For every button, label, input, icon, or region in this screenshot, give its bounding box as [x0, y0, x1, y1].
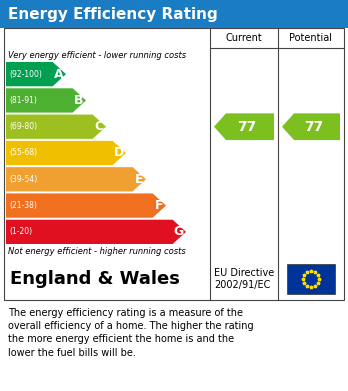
- Text: Potential: Potential: [290, 33, 332, 43]
- Bar: [287, 264, 335, 294]
- Text: Not energy efficient - higher running costs: Not energy efficient - higher running co…: [8, 246, 186, 255]
- Text: C: C: [94, 120, 103, 133]
- Text: (21-38): (21-38): [9, 201, 37, 210]
- Text: 77: 77: [304, 120, 324, 134]
- Text: (55-68): (55-68): [9, 149, 37, 158]
- Polygon shape: [6, 88, 86, 113]
- Text: 2002/91/EC: 2002/91/EC: [214, 280, 270, 290]
- Text: B: B: [74, 94, 84, 107]
- Text: (39-54): (39-54): [9, 175, 37, 184]
- Text: 77: 77: [237, 120, 256, 134]
- Text: (69-80): (69-80): [9, 122, 37, 131]
- Bar: [4, 28, 344, 300]
- Text: Current: Current: [226, 33, 262, 43]
- Text: E: E: [134, 173, 143, 186]
- Text: Energy Efficiency Rating: Energy Efficiency Rating: [8, 7, 218, 22]
- Text: Very energy efficient - lower running costs: Very energy efficient - lower running co…: [8, 50, 186, 59]
- Text: The energy efficiency rating is a measure of the
overall efficiency of a home. T: The energy efficiency rating is a measur…: [8, 308, 254, 358]
- Text: (1-20): (1-20): [9, 227, 32, 236]
- Polygon shape: [6, 62, 66, 86]
- Text: EU Directive: EU Directive: [214, 268, 274, 278]
- Polygon shape: [282, 113, 340, 140]
- Polygon shape: [214, 113, 274, 140]
- Text: England & Wales: England & Wales: [10, 270, 180, 288]
- Polygon shape: [6, 220, 186, 244]
- Polygon shape: [6, 141, 126, 165]
- Text: (92-100): (92-100): [9, 70, 42, 79]
- Text: F: F: [155, 199, 163, 212]
- Text: G: G: [174, 225, 184, 239]
- Text: A: A: [54, 68, 63, 81]
- Polygon shape: [6, 194, 166, 218]
- Text: (81-91): (81-91): [9, 96, 37, 105]
- Polygon shape: [6, 167, 146, 192]
- Text: D: D: [113, 147, 124, 160]
- Bar: [0, 0, 348, 28]
- Polygon shape: [6, 115, 106, 139]
